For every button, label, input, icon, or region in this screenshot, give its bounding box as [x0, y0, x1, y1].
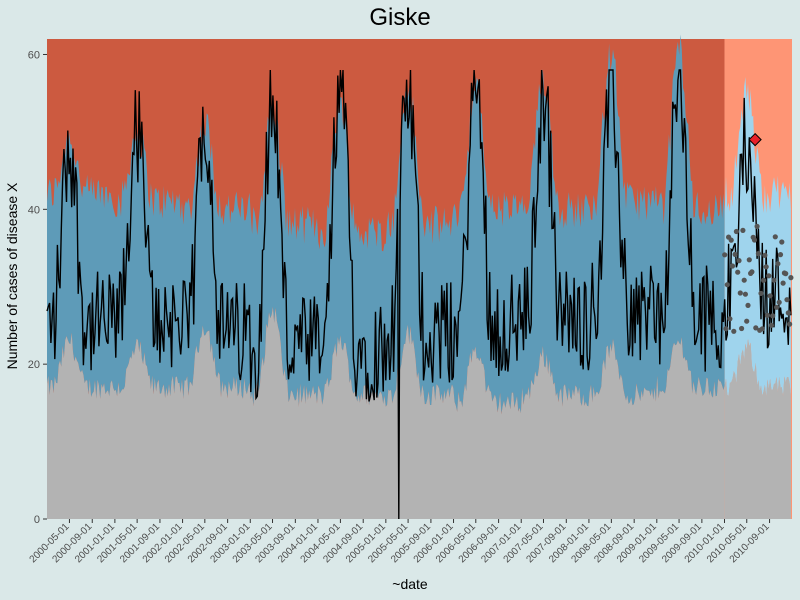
forecast-point — [759, 326, 765, 332]
forecast-point — [728, 237, 734, 243]
observed-series-line — [46, 69, 792, 520]
forecast-point — [746, 257, 752, 263]
chart-title: Giske — [369, 4, 431, 31]
forecast-point — [729, 263, 736, 269]
forecast-point — [749, 269, 755, 275]
forecast-low-zone — [724, 339, 791, 519]
forecast-point — [735, 269, 741, 275]
forecast-point — [775, 261, 781, 267]
forecast-point — [776, 299, 782, 305]
forecast-point — [784, 297, 790, 303]
forecast-point — [745, 302, 751, 308]
forecast-point — [763, 264, 769, 270]
forecast-point — [780, 280, 786, 286]
forecast-point — [770, 313, 776, 319]
forecast-point — [783, 271, 789, 277]
forecast-point — [724, 282, 730, 288]
low-zone — [47, 307, 725, 519]
forecast-point — [739, 325, 745, 332]
forecast-point — [737, 290, 743, 296]
forecast-point — [732, 251, 738, 257]
forecast-point — [785, 310, 791, 316]
forecast-point — [777, 252, 784, 258]
x-axis-label: ~date — [392, 576, 428, 592]
forecast-point — [736, 258, 742, 264]
forecast-point — [753, 325, 759, 331]
forecast-point — [787, 321, 793, 327]
forecast-point — [751, 237, 758, 243]
forecast-point — [755, 251, 762, 257]
forecast-point — [754, 223, 760, 229]
y-tick-label: 40 — [28, 204, 40, 216]
forecast-point — [771, 277, 777, 283]
alert-marker — [748, 132, 762, 147]
forecast-point — [741, 277, 747, 283]
forecast-point — [723, 326, 729, 332]
forecast-point — [772, 234, 778, 240]
forecast-point — [768, 322, 775, 328]
forecast-point — [744, 318, 750, 324]
y-tick-label: 60 — [28, 49, 40, 61]
forecast-point — [722, 252, 728, 258]
forecast-point — [762, 252, 768, 258]
forecast-point — [731, 328, 737, 334]
forecast-point — [727, 316, 733, 322]
forecast-point — [779, 239, 785, 245]
y-tick-label: 20 — [28, 359, 40, 371]
y-tick-label: 0 — [34, 514, 40, 526]
forecast-point — [742, 291, 749, 297]
forecast-point — [774, 304, 780, 310]
forecast-point — [788, 275, 794, 281]
forecast-point — [761, 277, 767, 283]
forecast-point — [764, 312, 771, 318]
forecast-point — [767, 293, 773, 299]
forecast-point — [740, 227, 746, 233]
forecast-point — [766, 273, 772, 279]
forecast-point — [733, 228, 740, 235]
forecast-point — [758, 290, 764, 296]
